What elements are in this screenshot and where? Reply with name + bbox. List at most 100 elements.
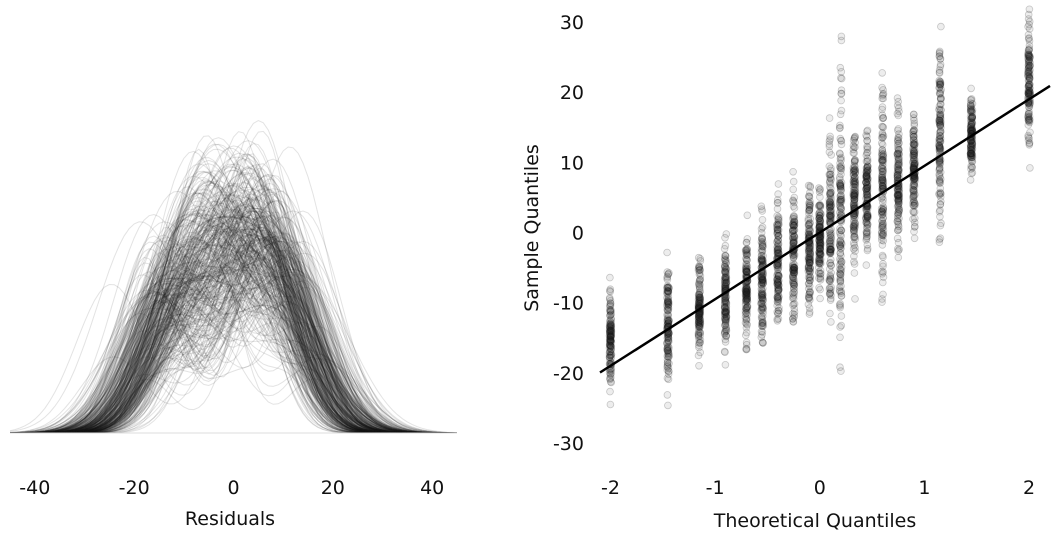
qq-point: [774, 271, 783, 280]
qq-point: [663, 274, 671, 282]
qq-point: [695, 312, 703, 321]
qq-point: [606, 299, 615, 307]
qq-point: [825, 275, 834, 284]
density-curve: [10, 163, 457, 434]
density-curve: [10, 241, 457, 434]
qq-point: [721, 308, 730, 317]
qq-point: [722, 305, 730, 314]
qq-point: [742, 282, 751, 290]
qq-point: [851, 295, 859, 303]
qq-point: [664, 289, 672, 298]
qq-point: [815, 274, 823, 283]
qq-point: [606, 339, 614, 347]
qq-point: [758, 233, 766, 242]
density-curve: [10, 150, 457, 434]
qq-point: [664, 333, 672, 342]
qq-point: [721, 338, 730, 346]
qq-point: [758, 303, 767, 312]
qq-point: [694, 331, 703, 340]
density-curve: [10, 235, 457, 434]
qq-point: [695, 279, 703, 288]
qq-point: [663, 360, 672, 369]
qq-point: [757, 278, 766, 287]
qq-point: [773, 293, 782, 302]
qq-point: [758, 247, 767, 256]
qq-point: [909, 208, 918, 217]
qq-point: [721, 316, 730, 325]
qq-point: [894, 157, 902, 166]
qq-point: [605, 348, 614, 357]
qq-x-axis-label: Theoretical Quantiles: [713, 510, 916, 532]
density-curves: [9, 120, 458, 434]
qq-point: [607, 337, 615, 345]
density-curve: [10, 188, 458, 434]
qq-point: [607, 350, 616, 359]
qq-point: [663, 287, 672, 296]
qq-point: [694, 311, 703, 319]
qq-point: [758, 276, 767, 284]
qq-point: [849, 176, 858, 185]
qq-point: [835, 228, 844, 236]
qq-point: [743, 268, 751, 277]
density-curve: [10, 251, 457, 434]
qq-point: [664, 310, 672, 319]
qq-point: [936, 121, 944, 130]
qq-point: [878, 69, 886, 77]
qq-point: [878, 141, 887, 149]
qq-point: [774, 286, 783, 295]
density-curve: [10, 204, 457, 434]
qq-point: [774, 249, 783, 258]
qq-y-tick-label: 20: [560, 82, 584, 104]
density-curve: [10, 205, 457, 434]
qq-point: [607, 306, 615, 315]
qq-point: [663, 294, 671, 302]
qq-point: [758, 289, 766, 298]
density-curve: [10, 271, 457, 434]
qq-point: [935, 135, 944, 144]
qq-point: [606, 324, 615, 333]
qq-point: [773, 293, 782, 301]
qq-point: [742, 293, 750, 301]
qq-point: [773, 287, 782, 296]
qq-point: [694, 312, 703, 321]
qq-point: [894, 125, 903, 133]
density-curve: [9, 240, 457, 434]
qq-point: [936, 95, 945, 104]
qq-point: [695, 321, 703, 330]
qq-point: [694, 318, 703, 327]
qq-point: [694, 295, 703, 304]
qq-point: [663, 302, 671, 310]
qq-point: [722, 282, 730, 291]
qq-point: [790, 288, 798, 297]
qq-point: [663, 283, 672, 292]
qq-x-tick-label: -1: [706, 477, 725, 499]
qq-point: [774, 198, 782, 207]
qq-point: [759, 270, 767, 279]
qq-point: [696, 318, 704, 327]
density-curve: [10, 181, 457, 434]
density-curve: [10, 197, 457, 434]
qq-point: [757, 225, 766, 233]
qq-point: [721, 263, 729, 271]
qq-point: [910, 234, 919, 243]
qq-point: [664, 304, 673, 312]
qq-point: [757, 280, 766, 289]
qq-point: [773, 223, 781, 232]
qq-point: [663, 316, 672, 325]
qq-point: [862, 151, 871, 160]
qq-point: [894, 145, 903, 154]
qq-point: [757, 280, 766, 289]
density-curve: [9, 215, 457, 434]
qq-point: [663, 344, 672, 352]
qq-point: [664, 316, 673, 324]
qq-point: [695, 317, 703, 326]
qq-point: [743, 286, 751, 294]
qq-point: [774, 270, 782, 279]
qq-point: [664, 297, 672, 306]
qq-point: [605, 353, 614, 362]
qq-point: [826, 132, 834, 141]
density-curve: [10, 239, 457, 434]
qq-point: [606, 285, 615, 294]
qq-point: [758, 299, 766, 308]
qq-point: [664, 294, 672, 303]
